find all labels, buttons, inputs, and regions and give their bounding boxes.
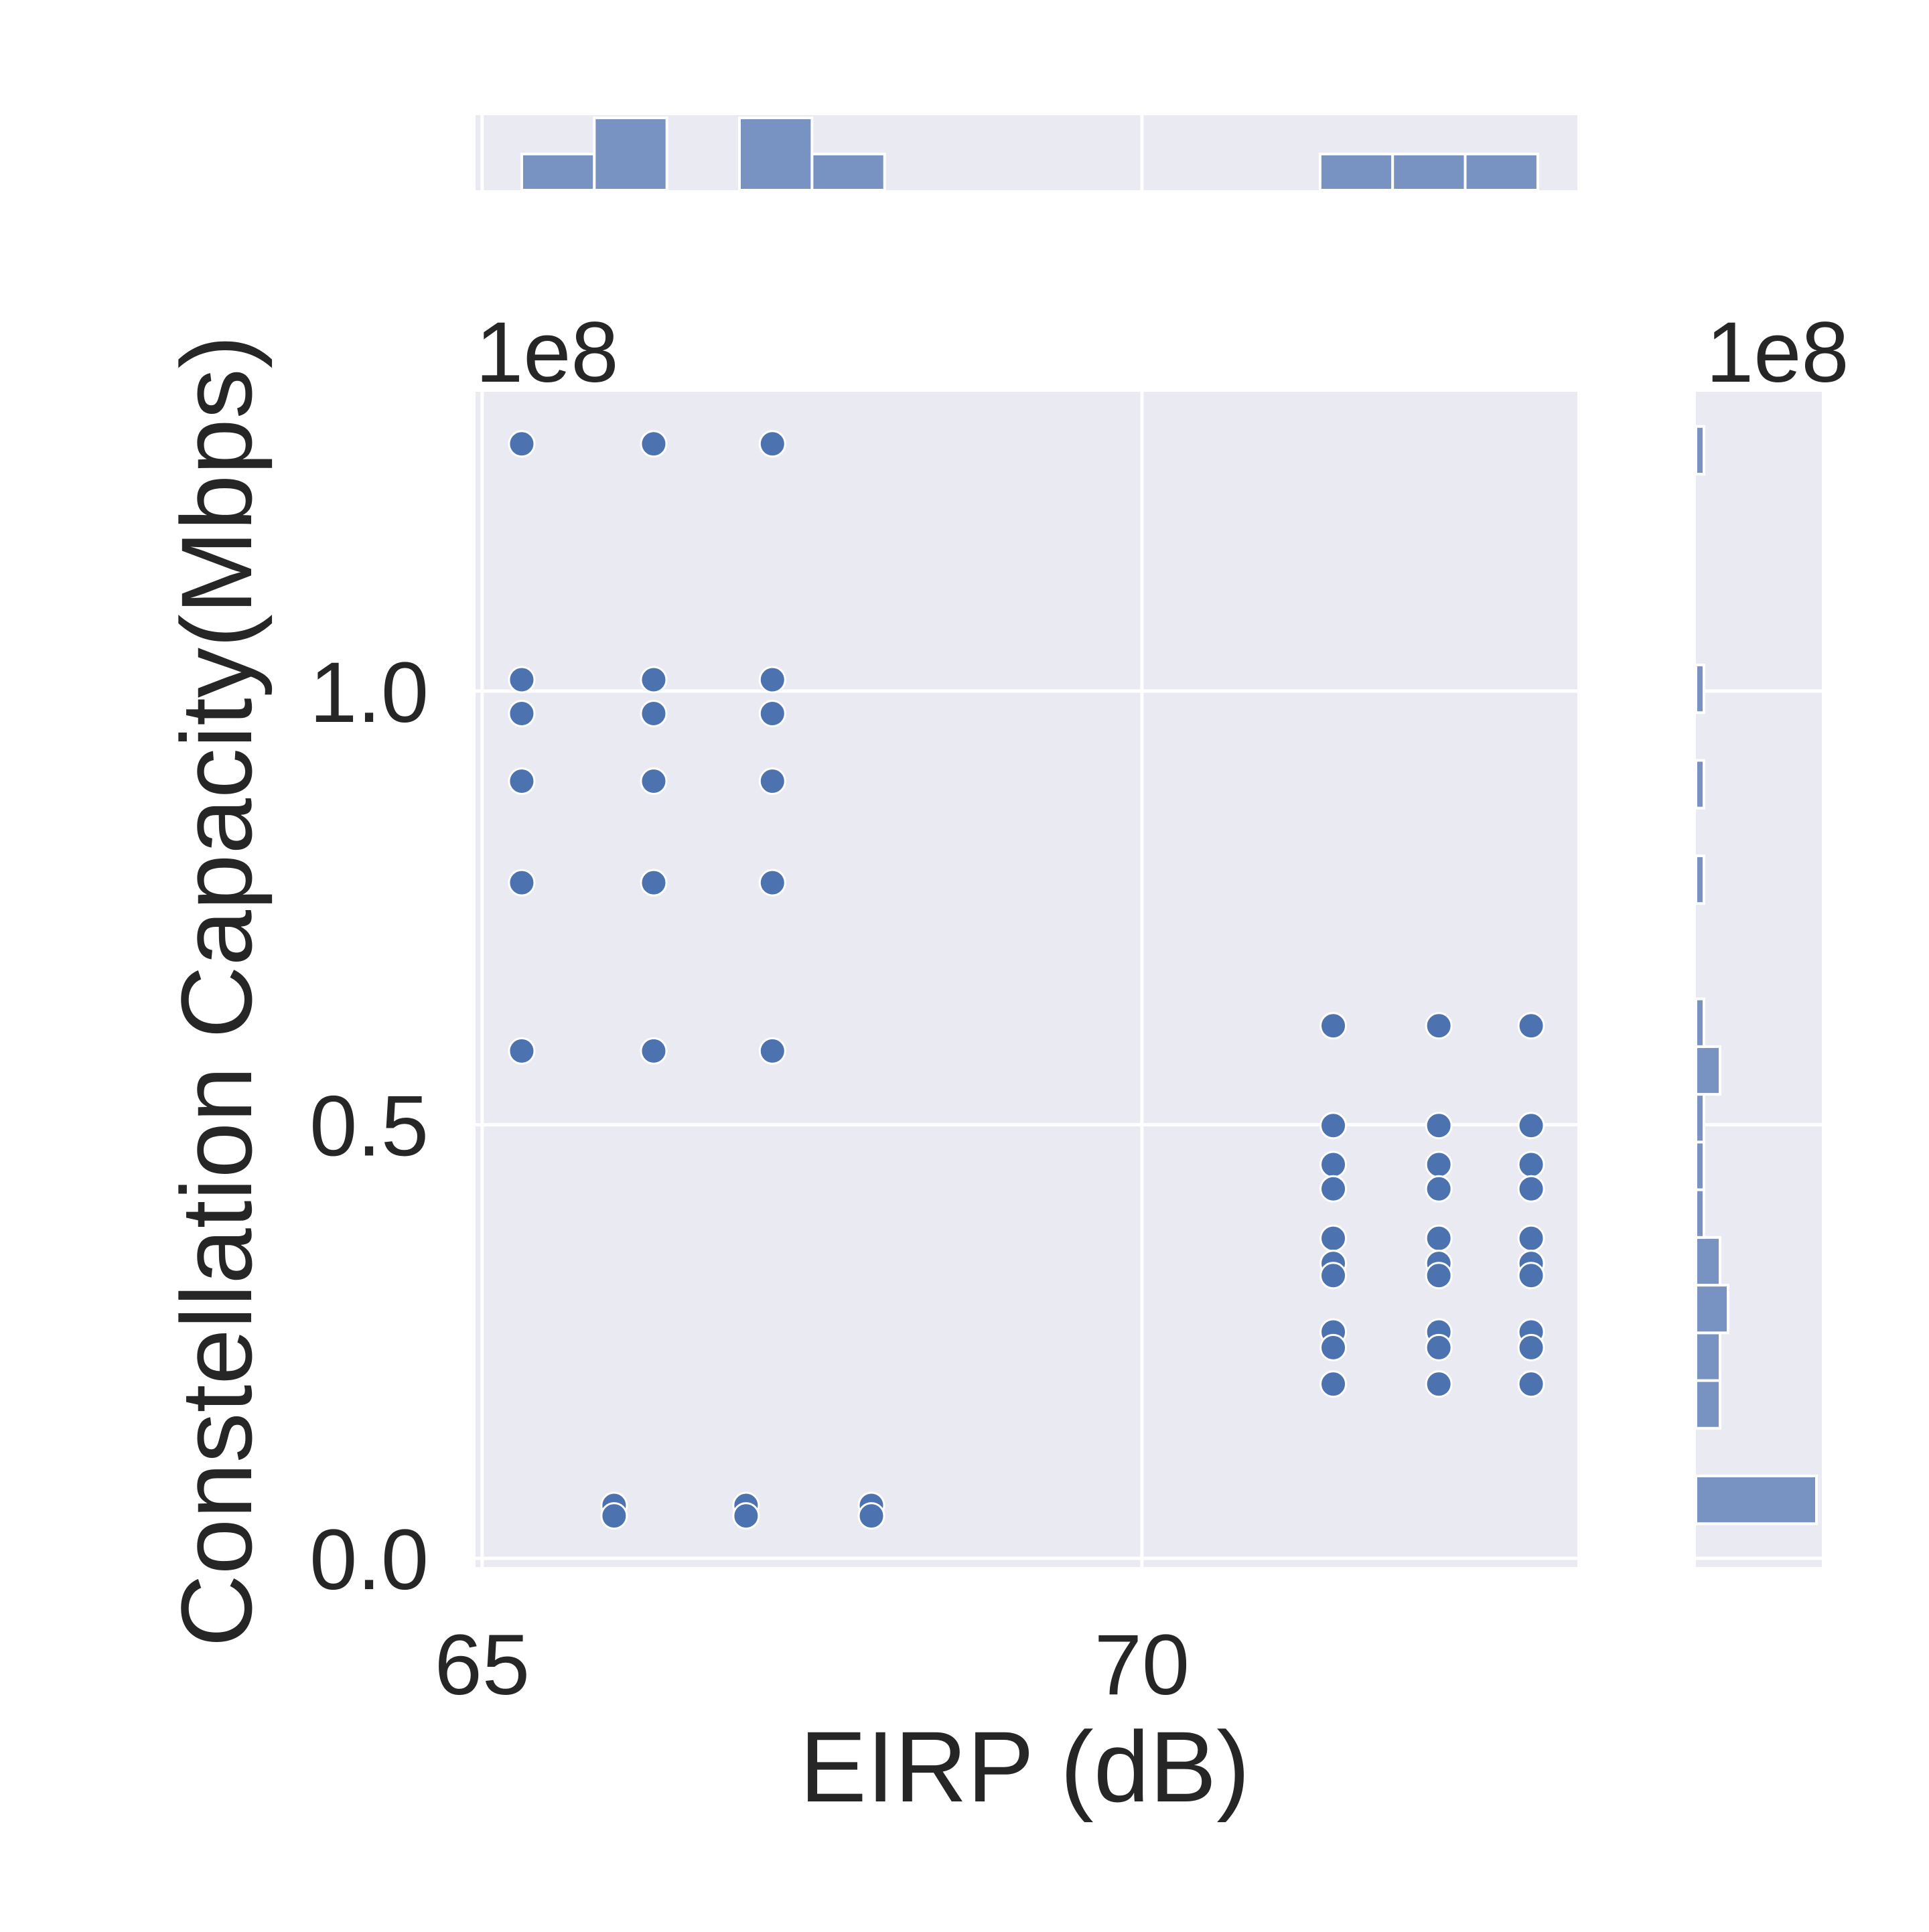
x-tick-label: 65 xyxy=(435,1617,530,1713)
right-histogram-bar xyxy=(1695,1331,1721,1382)
x-tick-label: 70 xyxy=(1094,1617,1190,1713)
top-histogram-bar xyxy=(1391,153,1467,192)
scatter-point xyxy=(508,700,536,728)
scatter-point xyxy=(758,869,786,897)
top-histogram-bar xyxy=(520,153,596,192)
scatter-point xyxy=(508,666,536,694)
scatter-point xyxy=(508,869,536,897)
scatter-point xyxy=(508,767,536,796)
top-histogram-bar xyxy=(810,153,886,192)
main-axes-background xyxy=(476,392,1577,1567)
scatter-point xyxy=(1517,1150,1545,1179)
scatter-point xyxy=(1425,1175,1453,1203)
right-histogram-bar xyxy=(1695,1093,1705,1144)
right-histogram-bar xyxy=(1695,854,1705,905)
scatter-point xyxy=(758,767,786,796)
scatter-point xyxy=(1425,1224,1453,1252)
scatter-point xyxy=(1319,1224,1348,1252)
scatter-point xyxy=(640,869,668,897)
scatter-point xyxy=(1517,1262,1545,1290)
scatter-point xyxy=(640,700,668,728)
y-tick-label: 0.0 xyxy=(309,1512,429,1608)
scatter-point xyxy=(640,1037,668,1065)
scatter-point xyxy=(1425,1112,1453,1140)
scatter-point xyxy=(1425,1333,1453,1361)
right-histogram-bar xyxy=(1695,1045,1721,1096)
scatter-point xyxy=(1319,1370,1348,1398)
scatter-point xyxy=(857,1502,885,1530)
right-histogram-bar xyxy=(1695,1236,1721,1287)
right-histogram-bar xyxy=(1695,663,1705,715)
scatter-point xyxy=(1319,1150,1348,1179)
right-histogram-bar xyxy=(1695,997,1705,1048)
right-histogram-bar xyxy=(1695,1188,1705,1239)
scatter-point xyxy=(1319,1112,1348,1140)
scatter-point xyxy=(758,700,786,728)
top-histogram-bar xyxy=(1318,153,1395,192)
scatter-point xyxy=(1517,1175,1545,1203)
scatter-point xyxy=(1319,1333,1348,1361)
scatter-point xyxy=(600,1502,628,1530)
right-histogram-bar xyxy=(1695,425,1705,476)
x-offset-label: 1e8 xyxy=(1706,305,1849,400)
right-histogram-bar xyxy=(1695,1284,1729,1335)
y-offset-label: 1e8 xyxy=(476,305,619,400)
x-axis-label: EIRP (dB) xyxy=(800,1710,1250,1823)
y-tick-label: 0.5 xyxy=(309,1078,429,1174)
right-histogram-bar xyxy=(1695,1379,1721,1430)
top-histogram-bar xyxy=(738,117,814,192)
scatter-point xyxy=(640,767,668,796)
scatter-point xyxy=(1517,1370,1545,1398)
scatter-point xyxy=(758,430,786,458)
scatter-point xyxy=(1517,1112,1545,1140)
top-histogram-bar xyxy=(1463,153,1539,192)
scatter-point xyxy=(640,430,668,458)
y-axis-label: Constellation Capacity(Mbps) xyxy=(160,335,273,1647)
scatter-point xyxy=(1517,1333,1545,1361)
scatter-point xyxy=(1319,1012,1348,1040)
scatter-point xyxy=(1425,1012,1453,1040)
scatter-point xyxy=(1319,1175,1348,1203)
scatter-point xyxy=(758,666,786,694)
right-histogram-bar xyxy=(1695,759,1705,810)
right-histogram-bar xyxy=(1695,1140,1705,1191)
right-histogram-bar xyxy=(1695,1475,1818,1526)
scatter-point xyxy=(1425,1262,1453,1290)
scatter-point xyxy=(508,430,536,458)
scatter-point xyxy=(1517,1012,1545,1040)
scatter-point xyxy=(508,1037,536,1065)
top-histogram-bar xyxy=(593,117,668,192)
scatter-point xyxy=(732,1502,760,1530)
scatter-point xyxy=(1319,1262,1348,1290)
scatter-point xyxy=(1425,1150,1453,1179)
scatter-point xyxy=(1425,1370,1453,1398)
scatter-point xyxy=(1517,1224,1545,1252)
y-tick-label: 1.0 xyxy=(309,645,429,741)
scatter-point xyxy=(640,666,668,694)
scatter-point xyxy=(758,1037,786,1065)
